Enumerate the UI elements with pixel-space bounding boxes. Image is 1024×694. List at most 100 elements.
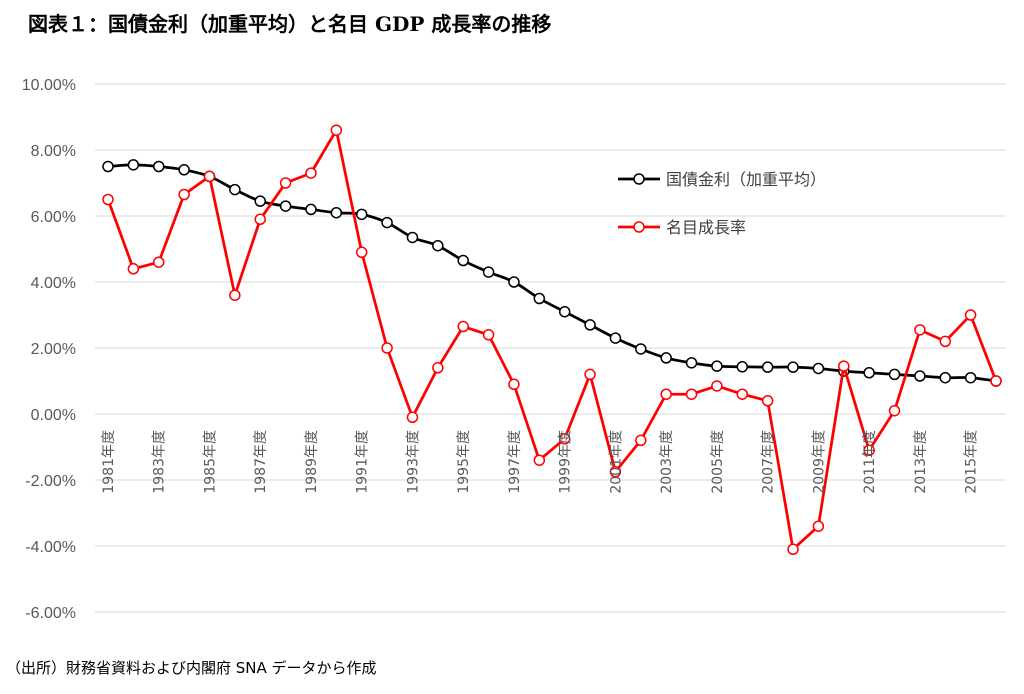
data-point [355,208,368,221]
source-note: （出所）財務省資料および内閣府 SNA データから作成 [6,659,377,677]
legend-label: 名目成長率 [666,218,746,237]
data-point [736,361,749,373]
legend-marker [633,221,645,233]
x-tick-label: 1981年度 [101,430,117,494]
data-point [888,368,901,381]
data-point [533,292,546,305]
data-point [305,167,317,179]
data-point [609,466,622,478]
data-point [279,177,292,189]
data-point [964,309,977,321]
data-point [406,231,419,244]
data-point [152,160,165,173]
data-point [508,276,520,288]
x-tick-label: 2015年度 [964,430,980,494]
y-tick-label: 8.00% [31,143,76,160]
y-tick-label: 0.00% [31,407,76,424]
data-point [432,239,444,252]
x-tick-label: 2005年度 [710,430,726,494]
data-point [457,320,469,333]
y-tick-label: 10.00% [22,77,76,94]
data-point [305,203,317,216]
data-point [533,454,546,466]
data-point [203,170,216,183]
data-point [787,543,799,556]
data-point [482,329,495,341]
data-point [863,444,875,457]
data-point [102,160,114,173]
x-tick-label: 2011年度 [862,430,878,494]
data-point [508,378,520,391]
data-point [558,305,571,318]
data-point [558,433,571,445]
x-tick-label: 2003年度 [659,430,675,494]
data-point [660,388,672,400]
data-point [152,256,165,268]
x-tick-label: 2007年度 [761,430,777,494]
data-point [381,342,393,354]
data-point [685,388,698,400]
data-point [888,404,901,417]
data-point [761,395,774,407]
y-tick-label: -6.00% [25,605,76,622]
data-point [178,188,190,201]
data-point [102,193,114,206]
legend-marker [633,173,645,185]
data-point [381,216,393,229]
data-point [355,246,368,259]
x-tick-label: 2001年度 [608,430,624,494]
data-point [432,362,444,374]
y-tick-label: -4.00% [25,539,76,556]
chart-title: 図表１：国債金利（加重平均）と名目 GDP 成長率の推移 [28,12,552,36]
data-point [330,124,343,136]
data-point [685,357,698,369]
data-point [939,335,952,348]
y-tick-label: 6.00% [31,209,76,226]
data-point [584,319,596,331]
data-point [635,343,647,355]
data-point [406,411,419,424]
data-point [863,367,875,379]
series-line-2 [106,126,998,553]
data-point [812,362,825,375]
data-point [914,324,926,336]
y-tick-label: -2.00% [25,473,76,490]
data-point [812,520,825,532]
data-point [178,164,190,176]
data-point [254,195,266,207]
x-tick-label: 1983年度 [152,430,168,494]
y-tick-label: 4.00% [31,275,76,292]
y-tick-label: 2.00% [31,341,76,358]
x-tick-label: 1987年度 [253,430,269,494]
x-tick-label: 1997年度 [507,430,523,494]
x-tick-label: 1985年度 [202,430,218,494]
x-tick-label: 1999年度 [558,430,574,494]
data-point [457,254,469,267]
data-point [838,360,850,372]
data-point [736,388,749,400]
data-point [787,361,799,373]
data-point [660,352,672,364]
data-point [584,368,596,381]
x-tick-label: 1995年度 [456,430,472,494]
data-point [711,380,723,392]
data-point [229,183,241,196]
x-tick-label: 2009年度 [811,430,827,494]
data-point [482,266,495,278]
data-point [609,332,622,344]
data-point [127,159,140,171]
data-point [229,289,241,301]
data-point [330,206,343,219]
x-tick-label: 1993年度 [405,430,421,494]
data-point [254,213,266,226]
x-tick-label: 1991年度 [355,430,371,494]
x-tick-label: 1989年度 [304,430,320,494]
data-point [990,375,1002,387]
data-point [914,370,926,382]
data-point [711,360,723,372]
legend-label: 国債金利（加重平均） [666,170,826,189]
data-point [761,361,774,373]
data-point [635,434,647,447]
x-tick-label: 2013年度 [913,430,929,494]
